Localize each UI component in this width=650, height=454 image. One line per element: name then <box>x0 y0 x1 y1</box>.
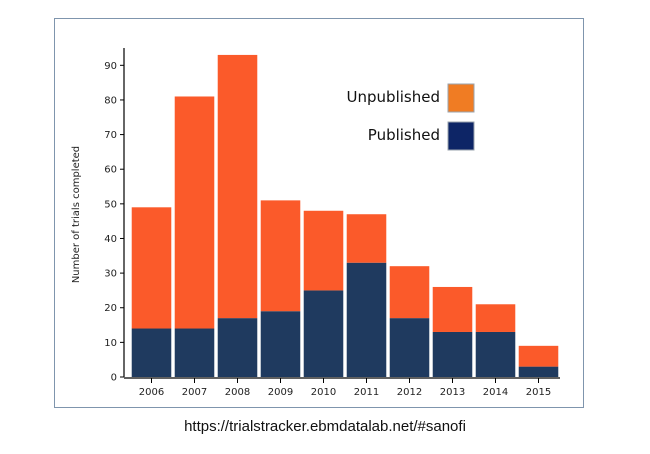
bar-unpublished-2007 <box>174 96 215 329</box>
x-tick-label-2012: 2012 <box>397 387 422 398</box>
legend-swatch-unpublished <box>447 83 475 113</box>
x-tick-label-2006: 2006 <box>139 387 164 398</box>
y-tick-label: 20 <box>104 303 117 314</box>
bar-unpublished-2011 <box>346 214 387 263</box>
y-tick-label: 40 <box>104 234 117 245</box>
x-tick-label-2010: 2010 <box>311 387 336 398</box>
bar-published-2010 <box>303 290 344 377</box>
bar-published-2009 <box>260 311 301 377</box>
y-tick-label: 60 <box>104 165 117 176</box>
y-tick-label: 90 <box>104 61 117 72</box>
bar-unpublished-2015 <box>518 345 559 367</box>
bar-published-2014 <box>475 331 516 377</box>
x-tick-label-2013: 2013 <box>440 387 465 398</box>
legend-swatch-published <box>447 121 475 151</box>
legend-label-published: Published <box>368 126 440 144</box>
y-tick-label: 70 <box>104 130 117 141</box>
bar-unpublished-2010 <box>303 210 344 291</box>
x-axis: 2006 2007 2008 2009 2010 2011 2012 2013 2014 2015 <box>124 377 560 398</box>
bar-unpublished-2012 <box>389 266 430 319</box>
y-axis: 0 10 20 30 40 50 60 70 80 90 <box>104 48 125 384</box>
bar-unpublished-2006 <box>131 207 172 329</box>
legend-label-unpublished: Unpublished <box>347 88 440 106</box>
y-tick-label: 10 <box>104 338 117 349</box>
bar-published-2013 <box>432 331 473 377</box>
x-tick-label-2009: 2009 <box>268 387 293 398</box>
bar-published-2007 <box>174 328 215 377</box>
bar-published-2011 <box>346 262 387 377</box>
y-axis-label: Number of trials completed <box>71 146 82 283</box>
bar-published-2015 <box>518 366 559 377</box>
bar-unpublished-2008 <box>217 54 258 319</box>
x-tick-label-2015: 2015 <box>526 387 551 398</box>
y-tick-label: 50 <box>104 199 117 210</box>
y-tick-label: 0 <box>111 373 117 384</box>
x-tick-label-2007: 2007 <box>182 387 207 398</box>
bar-published-2012 <box>389 318 430 377</box>
bar-published-2008 <box>217 318 258 377</box>
bar-unpublished-2009 <box>260 200 301 312</box>
bar-unpublished-2013 <box>432 286 473 332</box>
x-tick-label-2011: 2011 <box>354 387 379 398</box>
x-tick-label-2014: 2014 <box>483 387 508 398</box>
chart-frame <box>54 18 584 408</box>
source-url-caption: https://trialstracker.ebmdatalab.net/#sa… <box>184 418 466 435</box>
legend: Unpublished Published <box>347 83 475 151</box>
y-tick-label: 30 <box>104 269 117 280</box>
x-tick-label-2008: 2008 <box>225 387 250 398</box>
bar-published-2006 <box>131 328 172 377</box>
bars <box>131 54 559 377</box>
bar-unpublished-2014 <box>475 304 516 332</box>
y-tick-label: 80 <box>104 95 117 106</box>
